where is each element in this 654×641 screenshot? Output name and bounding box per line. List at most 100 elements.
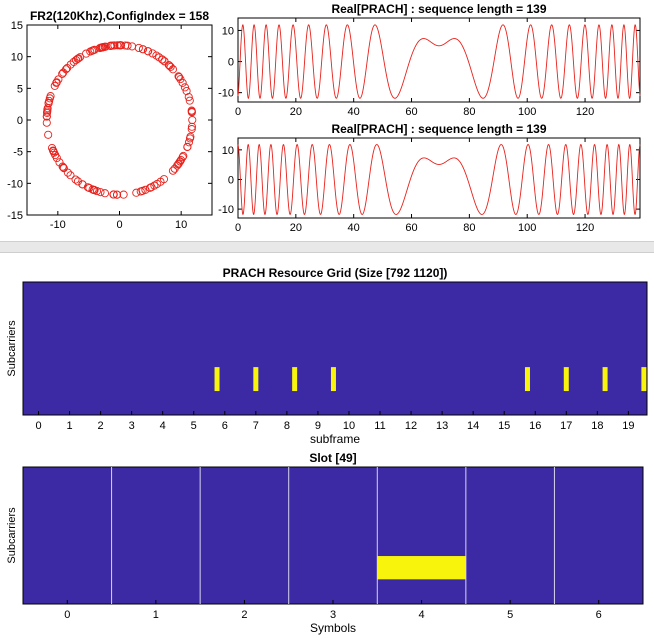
x-tick-label: 6 xyxy=(596,609,602,621)
data-point xyxy=(119,190,128,199)
data-point xyxy=(72,55,81,65)
data-point xyxy=(184,138,193,147)
x-tick-label: 7 xyxy=(253,420,259,432)
data-point xyxy=(165,61,174,70)
data-point xyxy=(46,92,55,101)
x-tick-label: 18 xyxy=(591,420,603,432)
data-point xyxy=(144,47,153,56)
data-point xyxy=(174,72,183,81)
x-axis-label: subframe xyxy=(310,432,360,446)
data-point xyxy=(173,161,182,170)
x-tick-label: 3 xyxy=(129,420,135,432)
data-point xyxy=(74,54,83,63)
chart-title: Real[PRACH] : sequence length = 139 xyxy=(331,122,546,136)
data-point xyxy=(164,60,173,70)
data-point xyxy=(187,122,197,131)
x-tick-label: 11 xyxy=(374,420,385,432)
prach-occasion xyxy=(641,367,647,392)
y-tick-label: 10 xyxy=(222,145,234,157)
y-axis-label: Subcarriers xyxy=(6,507,18,564)
data-point xyxy=(100,189,110,198)
series-line xyxy=(237,24,641,100)
data-point xyxy=(159,175,169,184)
data-point xyxy=(185,96,194,105)
prach-occasion xyxy=(214,367,220,392)
data-point xyxy=(185,134,195,143)
data-point xyxy=(148,49,157,58)
data-point xyxy=(42,112,51,121)
y-tick-label: -10 xyxy=(218,204,234,216)
plot-box xyxy=(237,17,641,103)
data-point xyxy=(96,188,105,197)
figure-divider xyxy=(0,241,654,253)
y-tick-label: 0 xyxy=(228,57,234,69)
data-point xyxy=(66,60,75,69)
x-tick-label: 60 xyxy=(405,222,417,234)
plot-box xyxy=(237,137,641,219)
y-tick-label: -15 xyxy=(7,210,23,222)
constellation-axes: -10 0 10 15 10 5 0 -5 -10 -15 FR2(120Khz),ConfigIn… xyxy=(7,9,213,231)
x-tick-label: 12 xyxy=(405,420,417,432)
data-point xyxy=(98,43,108,52)
data-point xyxy=(174,160,183,169)
prach-occasion xyxy=(292,367,298,392)
data-point xyxy=(166,62,175,71)
data-point xyxy=(43,108,52,117)
x-tick-label: 80 xyxy=(463,106,475,118)
data-point xyxy=(116,41,125,50)
data-point xyxy=(187,107,196,116)
x-tick-label: 10 xyxy=(175,219,187,231)
data-point xyxy=(168,166,177,175)
x-tick-label: 2 xyxy=(241,609,247,621)
x-tick-label: 0 xyxy=(235,106,241,118)
data-point xyxy=(187,125,196,134)
x-tick-label: 19 xyxy=(622,420,634,432)
x-tick-label: 20 xyxy=(290,222,302,234)
x-tick-label: 4 xyxy=(419,609,425,621)
x-tick-label: 8 xyxy=(284,420,290,432)
x-axis-label: Symbols xyxy=(310,621,356,635)
data-point xyxy=(66,171,75,180)
prach-occasion xyxy=(524,367,530,392)
x-tick-label: 80 xyxy=(463,222,475,234)
y-tick-label: 5 xyxy=(17,83,23,95)
data-point xyxy=(82,49,91,58)
data-point xyxy=(153,179,162,188)
data-point xyxy=(174,159,183,168)
x-tick-label: 1 xyxy=(153,609,159,621)
data-point xyxy=(44,130,53,139)
x-tick-label: 6 xyxy=(222,420,228,432)
x-tick-label: 120 xyxy=(576,106,594,118)
data-point xyxy=(44,99,53,108)
x-tick-label: 0 xyxy=(64,609,70,621)
x-tick-label: 100 xyxy=(518,222,536,234)
x-tick-label: 10 xyxy=(343,420,355,432)
data-point xyxy=(71,175,80,184)
data-point xyxy=(112,190,122,199)
prach-occasion xyxy=(330,367,336,392)
chart-title: FR2(120Khz),ConfigIndex = 158 xyxy=(30,9,209,23)
data-point xyxy=(178,78,187,87)
y-tick-label: -10 xyxy=(7,178,23,190)
x-tick-label: 13 xyxy=(436,420,448,432)
data-point xyxy=(85,183,94,193)
chart-title: PRACH Resource Grid (Size [792 1120]) xyxy=(223,266,448,280)
data-point xyxy=(107,41,116,50)
data-point xyxy=(76,53,85,62)
y-tick-label: 0 xyxy=(17,115,23,127)
x-tick-label: 20 xyxy=(290,106,302,118)
x-tick-label: 14 xyxy=(467,420,479,432)
x-tick-label: 60 xyxy=(405,106,417,118)
data-point xyxy=(58,162,67,171)
x-tick-label: 2 xyxy=(98,420,104,432)
grid-background xyxy=(22,281,648,416)
x-tick-label: 40 xyxy=(348,106,360,118)
data-point xyxy=(184,93,193,102)
x-tick-label: 100 xyxy=(518,106,536,118)
x-tick-label: 5 xyxy=(507,609,513,621)
data-point xyxy=(109,190,118,199)
